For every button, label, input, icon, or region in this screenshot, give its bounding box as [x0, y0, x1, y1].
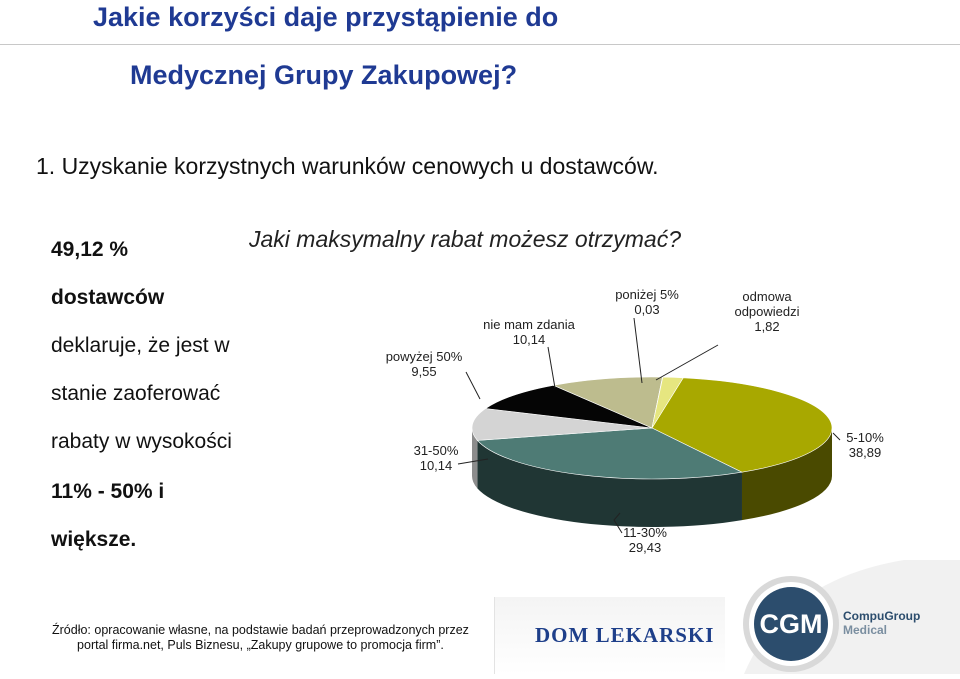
cgm-name-line-2: Medical [843, 623, 887, 637]
pie-slice-5-10 [651, 377, 833, 473]
cgm-name-line-1: CompuGroup [843, 609, 920, 623]
pie-sides [472, 428, 832, 527]
pie-slice-odmowa-odpowiedzi [651, 376, 684, 429]
slice-value-nie-mam-zdania: 10,14 [513, 332, 546, 347]
slice-label-11-30: 11-30% [623, 525, 667, 540]
source-line-1: Źródło: opracowanie własne, na podstawie… [52, 623, 469, 637]
slice-label-odmowa-odpowiedzi-0: odmowa [742, 289, 792, 304]
slice-label-31-50: 31-50% [414, 443, 459, 458]
slice-value-odmowa-odpowiedzi: 1,82 [754, 319, 779, 334]
compugroup-logo: CGM CompuGroup Medical [724, 560, 960, 674]
slide-title-line-1: Jakie korzyści daje przystąpienie do [93, 2, 559, 32]
source-note: Źródło: opracowanie własne, na podstawie… [52, 623, 469, 653]
leader-line-nie-mam-zdania [547, 346, 556, 389]
leader-line-poni-ej-5 [633, 317, 643, 384]
pie-slice-powy-ej-50 [484, 384, 653, 429]
pie-side-31-50 [472, 428, 478, 489]
slice-value-poni-ej-5: 0,03 [634, 302, 659, 317]
slice-label-nie-mam-zdania: nie mam zdania [483, 317, 576, 332]
side-text-line-4: stanie zaoferować [51, 382, 221, 405]
side-text-line-2: dostawców [51, 286, 165, 309]
pie-side-5-10 [741, 428, 832, 521]
slice-value-powy-ej-50: 9,55 [411, 364, 436, 379]
side-text-line-5: rabaty w wysokości [51, 430, 232, 453]
slide-title-line-2: Medycznej Grupy Zakupowej? [130, 60, 518, 90]
slice-value-11-30: 29,43 [629, 540, 662, 555]
pie-side-11-30 [477, 440, 742, 527]
side-text-line-7: większe. [51, 528, 137, 551]
side-text-line-3: deklaruje, że jest w [51, 334, 230, 357]
leader-line-31-50 [457, 458, 489, 465]
slice-value-5-10: 38,89 [849, 445, 882, 460]
slice-value-31-50: 10,14 [420, 458, 453, 473]
compugroup-logo-graphic: CGM CompuGroup Medical [743, 560, 960, 674]
pie-leaders [457, 317, 841, 534]
slice-label-odmowa-odpowiedzi-1: odpowiedzi [734, 304, 799, 319]
pie-tops [471, 376, 833, 480]
leader-line-odmowa-odpowiedzi [655, 344, 719, 381]
pie-slice-11-30 [476, 427, 743, 480]
dom-lekarski-logo-text: DOM LEKARSKI [535, 623, 715, 647]
chart-title: Jaki maksymalny rabat możesz otrzymać? [249, 226, 682, 252]
leader-line-11-30 [613, 512, 623, 534]
side-text-percent: 49,12 % [51, 238, 129, 261]
cgm-badge [754, 587, 828, 661]
pie-slice-31-50 [471, 408, 653, 441]
cgm-badge-text: CGM [760, 609, 823, 639]
leader-line-5-10 [832, 432, 841, 441]
slice-label-5-10: 5-10% [846, 430, 884, 445]
source-line-2: portal firma.net, Puls Biznesu, „Zakupy … [77, 638, 444, 652]
dom-lekarski-logo: DOM LEKARSKI [494, 597, 725, 674]
slice-label-powy-ej-50: powyżej 50% [386, 349, 463, 364]
title-divider [0, 44, 960, 45]
side-text-line-6: 11% - 50% i [51, 480, 165, 503]
slice-label-poni-ej-5: poniżej 5% [615, 287, 679, 302]
pie-slice-nie-mam-zdania [552, 376, 663, 429]
section-heading: 1. Uzyskanie korzystnych warunków cenowy… [36, 153, 659, 179]
pie-labels: 5-10%38,8911-30%29,4331-50%10,14powyżej … [386, 287, 885, 555]
leader-line-powy-ej-50 [465, 371, 481, 400]
